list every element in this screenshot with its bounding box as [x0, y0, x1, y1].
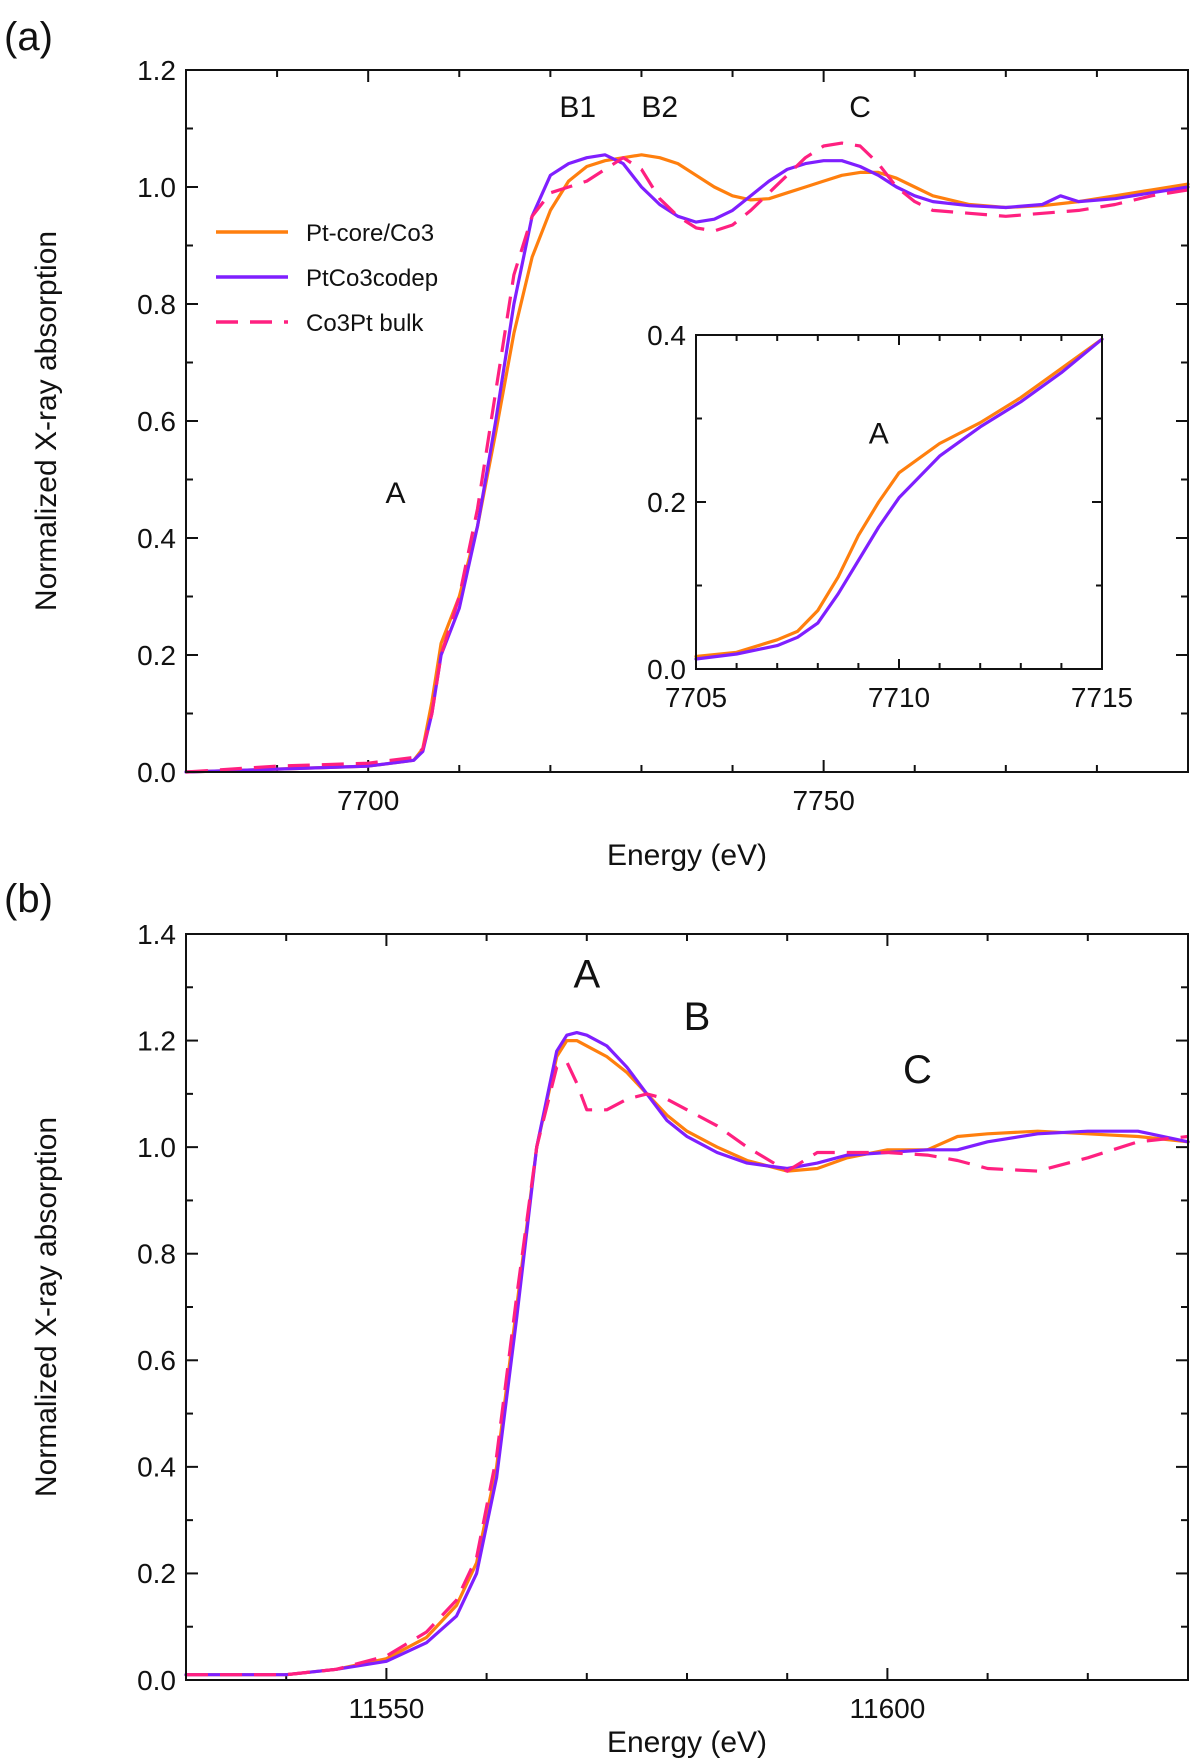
inset-series-pt-core-co3 [694, 337, 1104, 659]
panel-b-series [184, 1030, 1190, 1677]
panel-a-label: (a) [4, 15, 53, 59]
panel-a-ytick-label: 0.8 [137, 289, 176, 320]
panel-a-xtick-label: 7750 [792, 785, 854, 816]
panel-a-xtick-label: 7700 [337, 785, 399, 816]
inset-background [696, 335, 1102, 669]
panel-b-annotations: A B C [573, 952, 931, 1092]
panel-b-xlabel: Energy (eV) [607, 1726, 767, 1759]
panel-a-ticks: 0.0 0.2 0.4 0.6 0.8 1.0 1.2 7700 7750 [137, 55, 1188, 816]
panel-a-chart: 0.0 0.2 0.4 0.6 0.8 1.0 1.2 7700 7750 A B1 B2 C Ene… [30, 55, 1190, 872]
panel-b-ytick-label: 0.0 [137, 1665, 176, 1696]
inset-series [694, 337, 1104, 661]
inset-ytick-label: 0.2 [647, 487, 686, 518]
panel-a-xlabel: Energy (eV) [607, 839, 767, 872]
panel-a-ylabel: Normalized X-ray absorption [30, 231, 63, 611]
panel-a-annotations: A B1 B2 C [386, 91, 871, 510]
inset-xtick-label: 7715 [1071, 682, 1133, 713]
panel-b-ytick-label: 0.6 [137, 1345, 176, 1376]
legend-label-pt-core-co3: Pt-core/Co3 [306, 220, 434, 247]
panel-b-ytick-label: 1.2 [137, 1025, 176, 1056]
panel-a-ytick-label: 1.2 [137, 55, 176, 86]
panel-b-series-ptco3codep [184, 1030, 1190, 1677]
panel-b-ylabel: Normalized X-ray absorption [30, 1117, 63, 1497]
panel-b-xtick-label: 11600 [850, 1693, 926, 1724]
panel-b-ytick-label: 0.4 [137, 1452, 176, 1483]
inset-xtick-label: 7710 [868, 682, 930, 713]
panel-b-frame [185, 933, 1189, 1681]
inset-ytick-label: 0.0 [647, 654, 686, 685]
panel-a-series-ptco3codep [184, 153, 1190, 774]
panel-a-series [184, 141, 1190, 774]
panel-b-annotation-c: C [903, 1048, 932, 1092]
panel-b-ytick-label: 0.8 [137, 1239, 176, 1270]
inset-annotations: A [869, 418, 889, 451]
legend: Pt-core/Co3 PtCo3codep Co3Pt bulk [216, 220, 438, 337]
panel-a-frame [185, 69, 1189, 773]
inset-chart: 0.0 0.2 0.4 7705 7710 7715 A [647, 320, 1133, 713]
panel-a-ytick-label: 0.4 [137, 523, 176, 554]
panel-a-annotation-c: C [849, 91, 871, 124]
panel-a-annotation-b2: B2 [641, 91, 678, 124]
inset-frame [695, 334, 1103, 670]
legend-label-co3pt-bulk: Co3Pt bulk [306, 310, 424, 337]
panel-b-label: (b) [4, 877, 53, 921]
inset-xtick-label: 7705 [665, 682, 727, 713]
panel-b-ytick-label: 1.0 [137, 1132, 176, 1163]
panel-b-xtick-label: 11550 [349, 1693, 425, 1724]
panel-a-series-co3pt-bulk [185, 141, 1189, 774]
panel-b-ticks: 0.0 0.2 0.4 0.6 0.8 1.0 1.2 1.4 11550 11600 [137, 919, 1188, 1724]
panel-a-ytick-label: 1.0 [137, 172, 176, 203]
panel-b-chart: 0.0 0.2 0.4 0.6 0.8 1.0 1.2 1.4 11550 11600 A B C E… [30, 919, 1190, 1759]
panel-b-ytick-label: 1.4 [137, 919, 176, 950]
panel-a-ytick-label: 0.0 [137, 757, 176, 788]
legend-label-ptco3-codep: PtCo3codep [306, 265, 438, 292]
panel-a-ytick-label: 0.6 [137, 406, 176, 437]
panel-a-annotation-b1: B1 [559, 91, 596, 124]
inset-ytick-label: 0.4 [647, 320, 686, 351]
panel-b-series-co3pt-bulk [186, 1060, 1189, 1677]
panel-b-annotation-b: B [684, 995, 711, 1039]
panel-a-annotation-a: A [386, 477, 406, 510]
inset-series-ptco3codep [694, 337, 1104, 661]
panel-a-ytick-label: 0.2 [137, 640, 176, 671]
inset-annotation-a: A [869, 418, 889, 451]
panel-b-annotation-a: A [573, 952, 600, 996]
panel-b-ytick-label: 0.2 [137, 1558, 176, 1589]
